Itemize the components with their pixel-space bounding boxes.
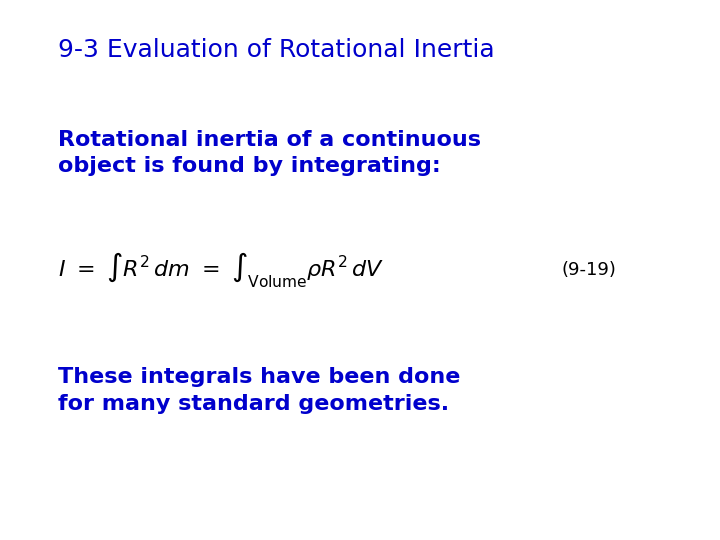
- Text: These integrals have been done
for many standard geometries.: These integrals have been done for many …: [58, 367, 460, 414]
- Text: 9-3 Evaluation of Rotational Inertia: 9-3 Evaluation of Rotational Inertia: [58, 38, 494, 62]
- Text: Rotational inertia of a continuous
object is found by integrating:: Rotational inertia of a continuous objec…: [58, 130, 481, 176]
- Text: $I \ = \ \int R^2 \, dm \ = \ \int_{\mathrm{Volume}} \rho R^2 \, dV$: $I \ = \ \int R^2 \, dm \ = \ \int_{\mat…: [58, 250, 384, 290]
- Text: (9-19): (9-19): [562, 261, 616, 279]
